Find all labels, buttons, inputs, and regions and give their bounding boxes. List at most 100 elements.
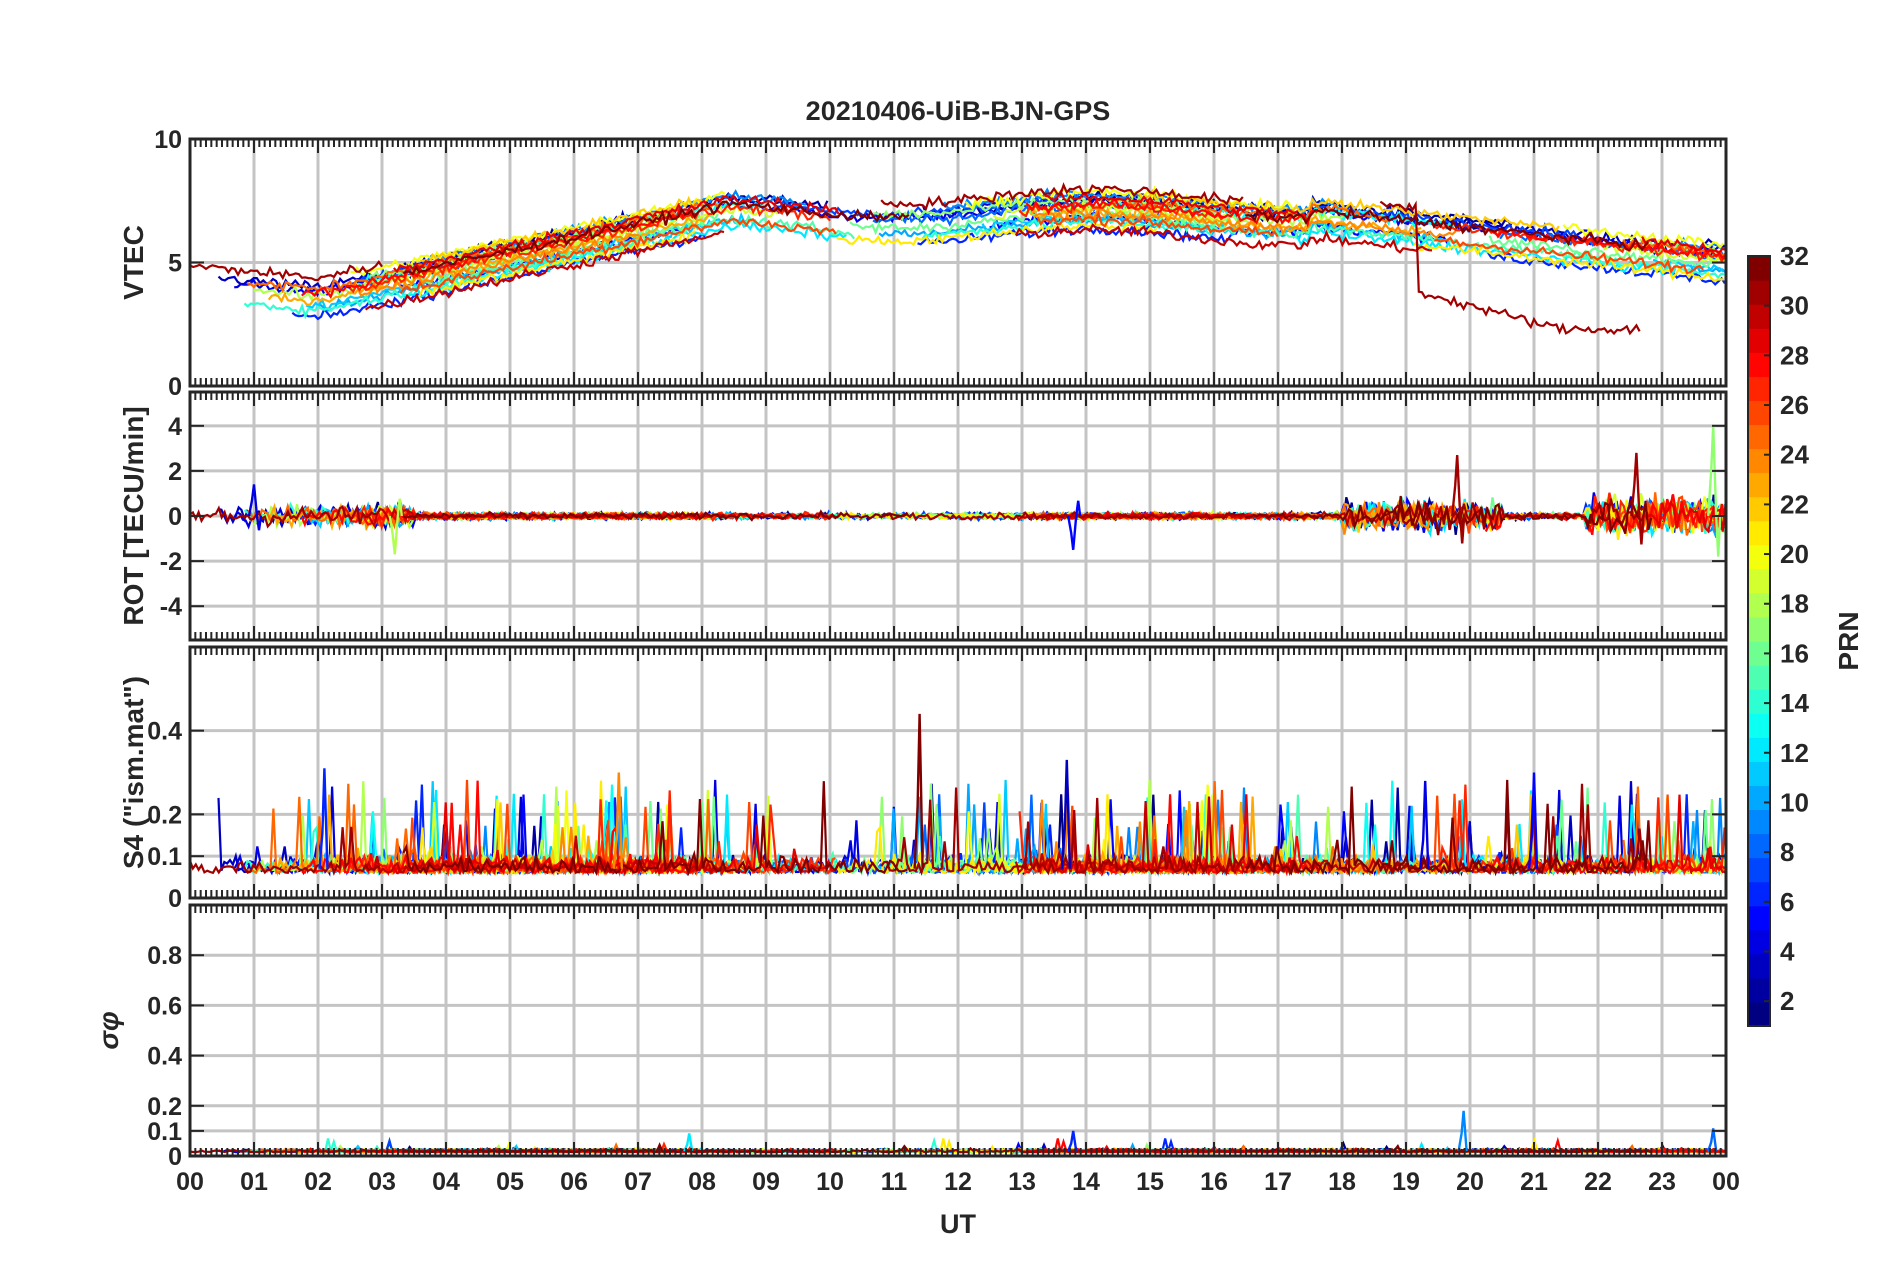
colorbar-tick-label: 16 — [1780, 638, 1809, 668]
x-tick-label: 09 — [752, 1168, 780, 1196]
series-prn-26 — [1434, 236, 1704, 275]
series-prn-23 — [267, 212, 712, 307]
y-tick-label: 0.2 — [147, 801, 182, 829]
spike-prn-4 — [1419, 780, 1430, 869]
colorbar-swatch — [1748, 929, 1770, 955]
colorbar-swatch — [1748, 496, 1770, 522]
colorbar-swatch — [1748, 376, 1770, 401]
colorbar-swatch — [1748, 857, 1770, 883]
y-tick-label: 0.1 — [147, 843, 182, 871]
series-prn-32 — [1245, 205, 1650, 252]
x-tick-label: 00 — [1712, 1168, 1740, 1196]
x-tick-label: 14 — [1072, 1168, 1100, 1196]
x-tick-label: 12 — [944, 1168, 972, 1196]
x-tick-label: 22 — [1584, 1168, 1612, 1196]
colorbar-swatch — [1748, 256, 1770, 281]
y-axis-label: ROT [TECU/min] — [118, 406, 149, 625]
series-prn-30 — [364, 230, 725, 311]
series-prn-31 — [190, 260, 383, 282]
colorbar-tick-label: 18 — [1780, 589, 1809, 619]
y-tick-label: 0.6 — [147, 992, 182, 1020]
series-prn-23 — [1029, 205, 1422, 236]
x-tick-label: 00 — [176, 1168, 204, 1196]
panel-rot: -4 -2 0 2 4 ROT [TECU/min] — [118, 390, 1728, 642]
series-prn-29 — [1641, 794, 1726, 874]
series-prn-29 — [1641, 236, 1726, 255]
y-tick-label: 0 — [168, 373, 182, 401]
x-tick-label: 21 — [1520, 1168, 1548, 1196]
x-tick-label: 18 — [1328, 1168, 1356, 1196]
series-prn-26 — [1036, 210, 1279, 238]
colorbar-tick-label: 20 — [1780, 539, 1809, 569]
colorbar-swatch — [1748, 689, 1770, 714]
series-prn-32 — [402, 1142, 909, 1154]
x-tick-label: 04 — [432, 1168, 460, 1196]
spike-prn-8 — [1707, 1128, 1718, 1152]
colorbar-label: PRN — [1833, 611, 1864, 670]
spike-prn-12 — [683, 1133, 694, 1152]
y-tick-label: 0.8 — [147, 942, 182, 970]
colorbar-swatch — [1748, 641, 1770, 666]
series-prn-29 — [1641, 499, 1726, 534]
series-prn-21 — [415, 228, 696, 300]
colorbar-swatch — [1748, 400, 1770, 426]
x-tick-label: 23 — [1648, 1168, 1676, 1196]
x-tick-label: 20 — [1456, 1168, 1484, 1196]
panel-sigma_phi: 00.10.2 0.4 0.6 0.8 σφ — [93, 903, 1728, 1171]
y-tick-label: 4 — [168, 413, 182, 441]
x-tick-label: 17 — [1264, 1168, 1292, 1196]
colorbar-tick-label: 30 — [1780, 291, 1809, 321]
x-tick-label: 13 — [1008, 1168, 1036, 1196]
colorbar-frame — [1747, 255, 1771, 1027]
spike-prn-5 — [1067, 500, 1082, 550]
series-prn-20 — [1562, 222, 1725, 249]
y-tick-label: 0.1 — [147, 1118, 182, 1146]
colorbar-swatch — [1748, 905, 1770, 931]
colorbar-swatch — [1748, 520, 1770, 546]
colorbar-tick-label: 24 — [1780, 440, 1809, 470]
colorbar-swatch — [1748, 713, 1770, 738]
colorbar-tick-label: 12 — [1780, 738, 1809, 768]
colorbar-swatch — [1748, 737, 1770, 762]
spike-prn-17 — [1707, 425, 1722, 557]
x-tick-label: 03 — [368, 1168, 396, 1196]
series-prn-31 — [1379, 200, 1641, 336]
y-tick-label: 0 — [168, 1143, 182, 1171]
y-tick-label: -2 — [160, 548, 182, 576]
y-tick-label: 0.4 — [147, 718, 182, 746]
series-prn-31 — [881, 510, 1245, 522]
colorbar-swatch — [1748, 448, 1770, 474]
series-prn-31 — [190, 503, 382, 529]
spike-prn-6 — [318, 768, 329, 869]
colorbar-swatch — [1748, 544, 1770, 570]
colorbar-tick-label: 28 — [1780, 340, 1809, 370]
spike-prn-3 — [1060, 759, 1071, 869]
x-tick-label: 08 — [688, 1168, 716, 1196]
series-prn-24 — [1032, 208, 1457, 239]
y-tick-label: 0.4 — [147, 1043, 182, 1071]
colorbar-swatch — [1748, 280, 1770, 305]
series-prn-16 — [1488, 235, 1712, 269]
series-prn-31 — [880, 182, 1244, 211]
colorbar-swatch — [1748, 833, 1770, 859]
series-prn-32 — [1244, 495, 1653, 536]
colorbar-tick-label: 22 — [1780, 489, 1809, 519]
spike-prn-31 — [1630, 452, 1645, 545]
series-prn-14 — [921, 214, 1218, 241]
spike-prn-32 — [913, 713, 924, 869]
series-prn-27 — [349, 202, 831, 294]
series-prn-28 — [301, 205, 697, 299]
colorbar-swatch — [1748, 304, 1770, 329]
x-tick-label: 10 — [816, 1168, 844, 1196]
series-prn-29 — [1044, 189, 1299, 218]
spike-prn-4 — [247, 484, 263, 531]
y-tick-label: 2 — [168, 458, 182, 486]
chart-title: 20210406-UiB-BJN-GPS — [806, 96, 1111, 126]
y-tick-label: 0.2 — [147, 1093, 182, 1121]
colorbar-swatch — [1748, 881, 1770, 907]
series-prn-25 — [247, 199, 728, 294]
series-prn-30 — [1015, 223, 1433, 254]
colorbar-swatch — [1748, 977, 1770, 1003]
